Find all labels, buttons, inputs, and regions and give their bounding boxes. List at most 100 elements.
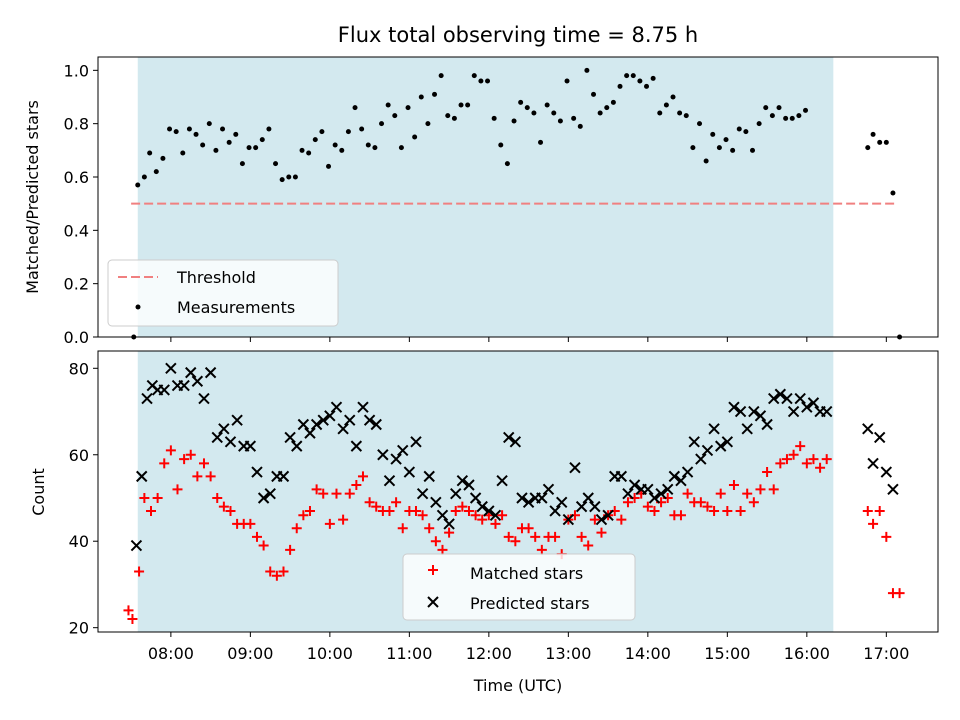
matched-star-point (775, 458, 786, 469)
matched-star-point (715, 488, 726, 499)
predicted-star-point (456, 474, 469, 487)
matched-star-point (510, 536, 521, 547)
matched-star-point (576, 531, 587, 542)
measurement-point (683, 113, 689, 119)
matched-star-point (649, 505, 660, 516)
measurement-point (233, 131, 239, 137)
measurement-point (763, 105, 769, 111)
measurement-point (445, 113, 451, 119)
y-tick-label: 0.4 (64, 221, 89, 240)
measurement-point (485, 78, 491, 84)
bottom-axes-frame (97, 350, 939, 633)
measurement-point (471, 73, 477, 79)
predicted-star-point (708, 423, 720, 435)
measurement-point (531, 110, 537, 116)
measurement-point (418, 94, 424, 100)
measurement-point (557, 118, 563, 124)
matched-star-point (695, 497, 706, 508)
matched-star-point (735, 505, 746, 516)
matched-star-point (642, 501, 653, 512)
matched-star-point (530, 531, 541, 542)
predicted-star-point (768, 392, 780, 405)
x-axis-label: Time (UTC) (473, 676, 562, 695)
predicted-star-point (575, 500, 588, 513)
predicted-star-point (794, 392, 806, 405)
measurement-point (259, 137, 265, 143)
bottom-panel: 20 40 60 80 08:00 09:00 10:00 11:00 12:00 13:00 1… (29, 350, 939, 695)
measurement-point (551, 110, 557, 116)
matched-star-point (265, 566, 276, 577)
measurement-point (160, 155, 166, 161)
predicted-star-point (191, 375, 204, 387)
bottom-legend: Matched stars Predicted stars (402, 553, 636, 621)
top-axes-frame (97, 56, 939, 338)
predicted-star-point (748, 405, 760, 418)
predicted-star-point (536, 492, 548, 504)
matched-star-point (139, 492, 150, 503)
measurement-point (644, 83, 650, 89)
legend-threshold-label: Threshold (176, 268, 256, 287)
top-x-ticks (170, 337, 887, 342)
measurement-point (141, 174, 147, 180)
predicted-star-point (204, 366, 217, 379)
predicted-star-point (668, 470, 681, 483)
matched-star-point (702, 501, 713, 512)
predicted-star-point (324, 410, 336, 422)
measurement-point (630, 73, 636, 79)
predicted-star-point (350, 440, 363, 452)
measurement-point (392, 113, 398, 119)
predicted-star-point (377, 449, 389, 461)
predicted-star-point (595, 513, 608, 526)
predicted-star-point (476, 500, 488, 513)
matched-star-point (801, 458, 812, 469)
matched-star-point (450, 505, 461, 516)
predicted-star-point (801, 401, 813, 413)
measurement-legend-swatch (135, 304, 141, 310)
matched-star-point (172, 484, 183, 495)
y-tick-label: 0.6 (64, 168, 89, 187)
matched-star-point (127, 614, 138, 625)
measurement-point (511, 118, 517, 124)
measurement-point (200, 142, 206, 148)
matched-star-point (251, 531, 262, 542)
measurement-point (498, 142, 504, 148)
predicted-star-point (416, 487, 429, 500)
measurement-point (213, 147, 219, 153)
matched-star-point (123, 605, 134, 616)
predicted-star-point (701, 444, 714, 457)
matched-star-point (874, 505, 885, 516)
predicted-legend-swatch (427, 596, 439, 608)
predicted-star-point (244, 440, 257, 452)
measurement-point (710, 131, 716, 137)
top-legend-box (107, 259, 339, 327)
measurement-point (253, 145, 259, 151)
predicted-star-point (688, 436, 700, 448)
measurement-point (180, 150, 186, 156)
measurement-point (319, 129, 325, 135)
matched-star-point (795, 441, 806, 452)
matched-star-point (364, 497, 375, 508)
y-tick-label: 20 (69, 619, 89, 638)
top-y-axis: 0.0 0.2 0.4 0.6 0.8 1.0 (64, 61, 98, 347)
predicted-star-point (556, 496, 568, 509)
predicted-star-point (277, 470, 290, 483)
measurement-point (153, 169, 159, 175)
predicted-star-point (463, 479, 475, 491)
measurement-point (750, 147, 756, 153)
matched-star-point (490, 518, 501, 529)
measurement-point (451, 115, 457, 121)
matched-star-point (589, 514, 600, 525)
measurement-point (352, 105, 358, 111)
measurement-point (226, 139, 232, 145)
top-plot-area (131, 67, 903, 340)
predicted-star-point (257, 492, 270, 504)
measurement-point (776, 105, 782, 111)
matched-star-point (225, 505, 236, 516)
measurement-point (597, 110, 603, 116)
matched-star-point (788, 449, 799, 460)
predicted-star-point (224, 436, 237, 448)
matched-star-point (192, 471, 203, 482)
legend-measurements-label: Measurements (177, 298, 295, 317)
measurement-point (796, 113, 802, 119)
